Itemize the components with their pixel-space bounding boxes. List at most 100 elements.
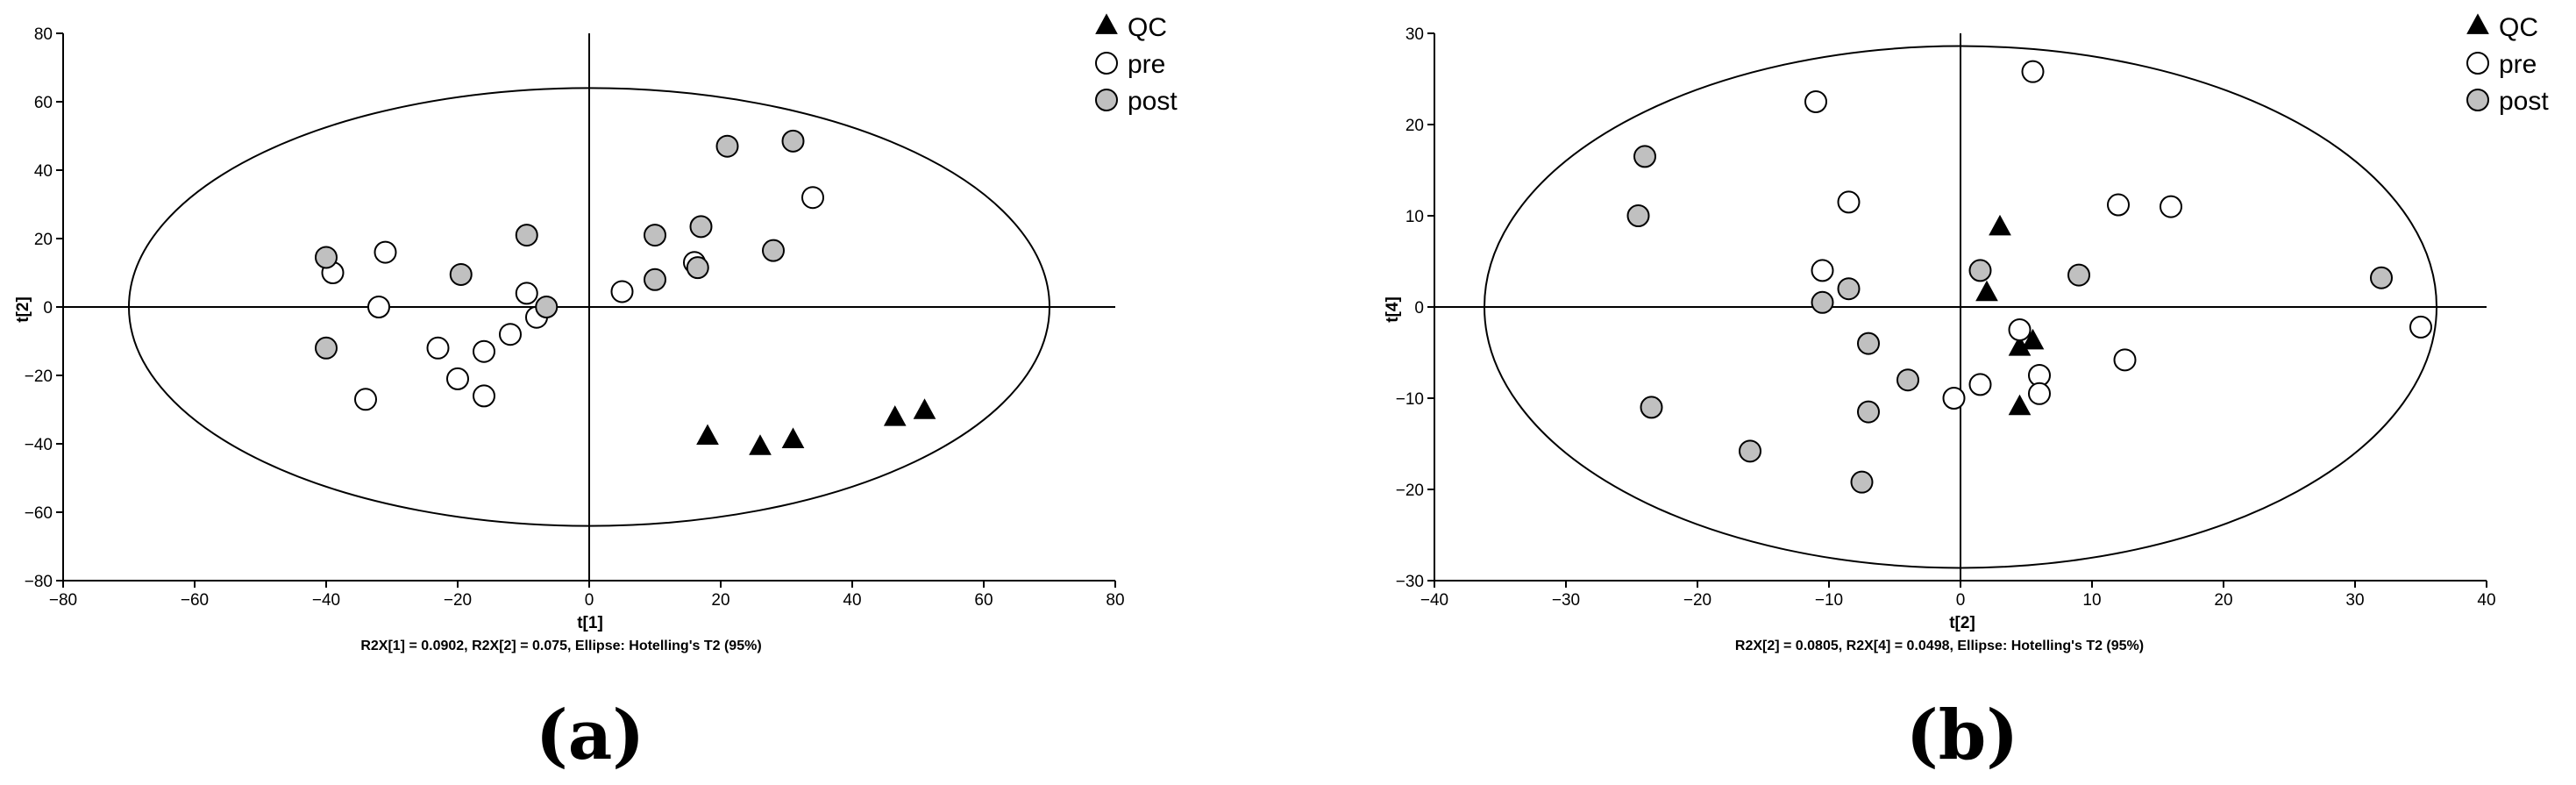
panel-b-post-point (1626, 204, 1650, 227)
panel-b-x-tick-label: 20 (2214, 591, 2232, 610)
panel-a-x-tick-label: 80 (1106, 591, 1124, 610)
panel-b-series-qc (1975, 214, 2045, 416)
panel-a-post-point (315, 336, 338, 360)
panel-a-legend-marker-pre (1095, 52, 1118, 75)
panel-a-series-pre (321, 186, 824, 411)
panel-a-post-point (715, 134, 739, 158)
panel-b-pre-point (1968, 373, 1992, 396)
panel-b-post-point (1968, 259, 1992, 282)
panel-b-legend-label-qc: QC (2499, 13, 2538, 42)
panel-a-pre-point (801, 186, 824, 210)
panel-b-post-point (1811, 290, 1834, 314)
panel-b-post-point (1850, 470, 1874, 494)
panel-a-legend-label-qc: QC (1128, 13, 1167, 42)
panel-a-post-point (515, 224, 538, 247)
panel-a-x-tick-label: 0 (585, 591, 594, 610)
panel-a-legend-marker-post (1095, 89, 1118, 111)
panel-a-qc-point (749, 434, 772, 455)
panel-b-pre-point (1804, 90, 1827, 113)
panel-b-qc-point (2008, 394, 2032, 416)
panel-b-series-post (1626, 145, 2393, 494)
panel-b-post-point (1640, 396, 1663, 419)
panel-a-pre-point (499, 323, 522, 346)
panel-a-y-tick-label: 80 (34, 25, 53, 44)
panel-b-y-tick-label: −30 (1396, 573, 1424, 591)
panel-b-x-tick-label: 40 (2477, 591, 2495, 610)
panel-b-y-tick-label: −20 (1396, 482, 1424, 500)
panel-b-legend-label-pre: pre (2499, 50, 2537, 79)
panel-a-pre-point (446, 367, 469, 390)
panel-a-qc-point (883, 405, 907, 426)
panel-b-pre-point (2021, 60, 2045, 83)
panel-a-post-point (449, 262, 473, 286)
panel-b: t[2] t[4] R2X[2] = 0.0805, R2X[4] = 0.04… (1384, 296, 2144, 775)
panel-a-pre-point (473, 339, 495, 363)
panel-a-y-tick-label: −80 (25, 573, 53, 591)
panel-a-post-point (644, 224, 666, 247)
panel-b-post-point (2370, 266, 2393, 289)
panel-a-y-tick-label: 20 (34, 231, 53, 249)
panel-b-y-tick-label: 30 (1405, 25, 1424, 44)
panel-b-y-tick-label: 10 (1405, 208, 1424, 226)
panel-a-post-point (689, 215, 713, 239)
panel-b-pre-point (1811, 259, 1834, 282)
panel-b-series-pre (1804, 60, 2432, 410)
panel-b-post-point (1739, 439, 1761, 463)
panel-b-caption: R2X[2] = 0.0805, R2X[4] = 0.0498, Ellips… (1735, 639, 2144, 653)
panel-a-pre-point (610, 280, 634, 303)
panel-b-legend: QC pre post (2466, 13, 2549, 116)
panel-b-legend-marker-post (2466, 89, 2489, 111)
panel-b-x-tick-label: 30 (2345, 591, 2364, 610)
panel-b-ylabel: t[4] (1384, 296, 1402, 323)
panel-a-ylabel: t[2] (14, 296, 32, 323)
panel-a-pre-point (367, 296, 390, 318)
panel-a-qc-point (781, 427, 805, 448)
panel-a-label: (a) (536, 696, 644, 775)
panel-a-x-tick-label: 20 (711, 591, 729, 610)
panel-a-x-tick-label: −40 (312, 591, 340, 610)
panel-b-qc-point (2021, 328, 2045, 350)
panel-b-y-tick-label: 0 (1414, 299, 1424, 318)
panel-b-qc-point (1989, 214, 2011, 236)
panel-b-label: (b) (1906, 696, 2018, 775)
panel-a-pre-point (374, 240, 397, 264)
panel-b-pre-point (2008, 318, 2032, 341)
panel-b-y-tick-label: −10 (1396, 390, 1424, 409)
panel-b-qc-point (1975, 280, 1998, 302)
panel-a-pre-point (515, 282, 538, 305)
panel-a-legend-label-pre: pre (1128, 50, 1165, 79)
panel-a-post-point (686, 256, 709, 280)
panel-b-xlabel: t[2] (1949, 614, 1975, 632)
panel-a-x-tick-label: 60 (974, 591, 993, 610)
panel-a-hotelling-ellipse (128, 87, 1050, 527)
panel-a-x-tick-label: −80 (49, 591, 77, 610)
panel-a-y-tick-label: 40 (34, 162, 53, 181)
chart-marks: −80 −60 −40 −20 0 20 40 60 80 −80 −60 −40 −20 0 20 40 60… (25, 13, 2550, 610)
panel-b-post-point (1633, 145, 1656, 168)
panel-a-plot: −80 −60 −40 −20 0 20 40 60 80 −80 −60 −40 −20 0 20 40 60… (25, 13, 1178, 610)
panel-a-post-point (644, 268, 666, 291)
panel-b-x-tick-label: −20 (1683, 591, 1711, 610)
panel-a-legend-label-post: post (1128, 87, 1178, 116)
panel-b-pre-point (2160, 195, 2182, 218)
panel-b-legend-marker-qc (2466, 13, 2489, 34)
panel-a-qc-point (913, 398, 936, 419)
panel-a-post-point (315, 246, 338, 269)
panel-b-pre-point (2028, 382, 2051, 405)
panel-b-y-tick-label: 20 (1405, 117, 1424, 135)
panel-a-x-tick-label: −60 (181, 591, 209, 610)
panel-a-series-post (315, 129, 805, 360)
panel-a-legend: QC pre post (1095, 13, 1178, 116)
panel-a-qc-point (696, 424, 719, 446)
panel-a-y-tick-label: 60 (34, 94, 53, 112)
panel-b-post-point (1837, 277, 1861, 301)
panel-b-post-point (1857, 332, 1880, 355)
panel-b-pre-point (2113, 348, 2137, 372)
panel-b-post-point (1896, 368, 1919, 392)
panel-a-pre-point (426, 336, 450, 360)
panel-a-y-tick-label: 0 (43, 299, 53, 318)
panel-b-legend-label-post: post (2499, 87, 2549, 116)
panel-b-post-point (1857, 400, 1880, 424)
